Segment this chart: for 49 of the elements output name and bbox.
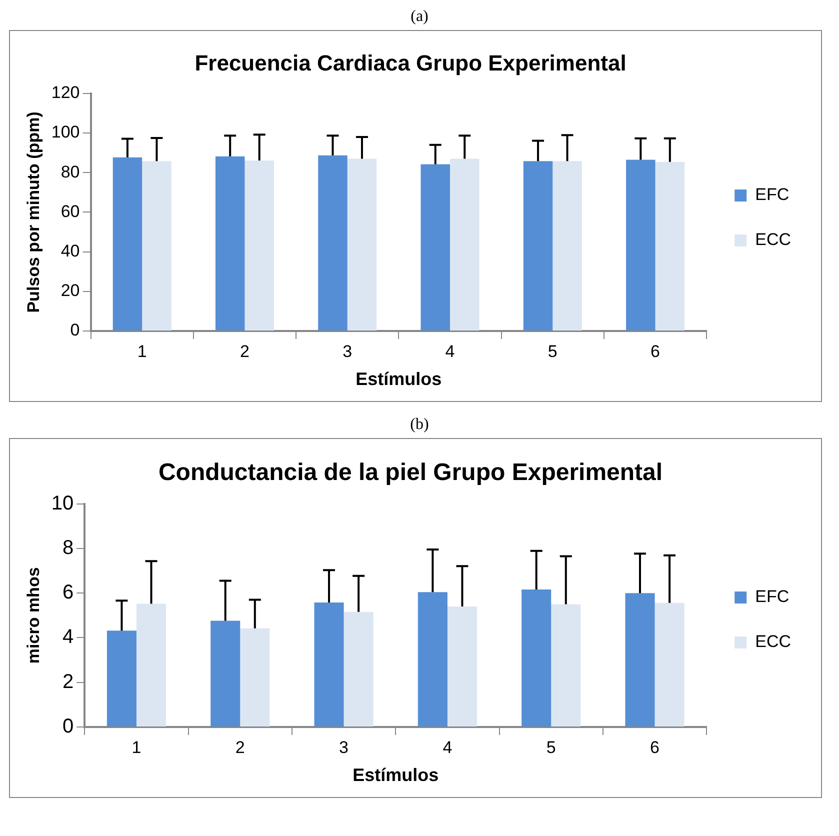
y-tick-label: 0 — [70, 320, 80, 340]
text: (b) — [409, 416, 430, 435]
x-tick-label: 2 — [235, 738, 245, 757]
bar — [625, 593, 655, 726]
bar — [106, 630, 136, 726]
x-tick-label: 4 — [442, 738, 452, 757]
chart-title: Conductancia de la piel Grupo Experimental — [158, 459, 663, 486]
x-tick-label: 1 — [137, 342, 147, 361]
x-tick-label: 5 — [548, 342, 558, 361]
legend-label: ECC — [755, 230, 792, 250]
y-tick-label: 2 — [62, 670, 74, 693]
x-tick-label: 2 — [240, 342, 250, 361]
y-tick-label: 80 — [60, 162, 80, 182]
legend-label: EFC — [755, 587, 790, 606]
y-axis-title: Pulsos por minuto (ppm) — [24, 112, 43, 313]
bar — [136, 604, 166, 726]
y-tick-label: 100 — [51, 122, 80, 142]
x-tick-label: 1 — [132, 738, 142, 757]
y-tick-label: 6 — [62, 582, 74, 604]
bar — [240, 628, 270, 726]
y-tick-label: 8 — [62, 536, 74, 559]
x-tick-label: 6 — [650, 738, 660, 757]
y-tick-label: 20 — [60, 281, 80, 300]
legend-label: EFC — [755, 185, 790, 204]
y-tick-label: 0 — [62, 716, 74, 738]
y-tick-label: 10 — [51, 492, 74, 514]
bar — [344, 612, 374, 726]
bar — [418, 592, 448, 726]
bar — [447, 606, 477, 726]
bar — [551, 604, 581, 726]
y-tick-label: 4 — [62, 626, 74, 648]
text: (a) — [410, 8, 430, 27]
chart-title: Frecuencia Cardiaca Grupo Experimental — [194, 50, 626, 76]
y-tick-label: 120 — [51, 83, 80, 102]
bar — [210, 620, 240, 726]
legend-label: ECC — [755, 632, 792, 652]
x-tick-label: 3 — [339, 738, 349, 757]
x-tick-label: 4 — [445, 342, 455, 361]
y-tick-label: 60 — [60, 202, 80, 221]
y-tick-label: 40 — [60, 241, 80, 260]
y-axis-title: micro mhos — [24, 567, 43, 664]
bar — [314, 602, 344, 726]
x-tick-label: 5 — [546, 738, 556, 757]
bar — [654, 602, 684, 726]
x-tick-label: 3 — [342, 342, 352, 361]
bar — [522, 590, 552, 726]
x-axis-title: Estímulos — [356, 369, 442, 390]
x-tick-label: 6 — [650, 342, 660, 361]
x-axis-title: Estímulos — [352, 765, 439, 786]
